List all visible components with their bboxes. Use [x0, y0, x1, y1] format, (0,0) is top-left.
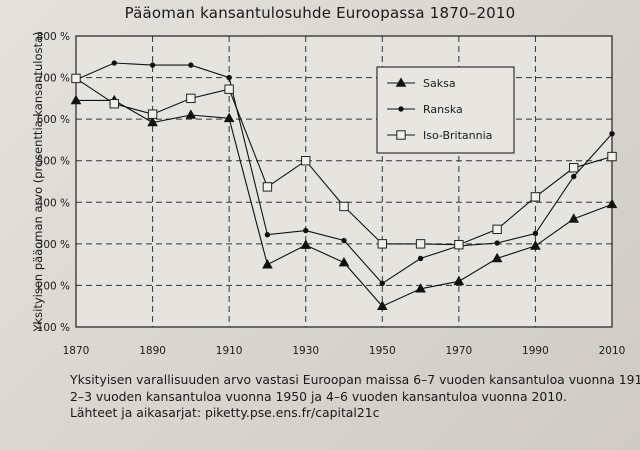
legend-marker: [396, 130, 406, 140]
data-point-ranska: [532, 230, 539, 237]
x-tick-label: 1970: [445, 345, 472, 357]
data-point-ranska: [226, 74, 232, 81]
caption-line: Lähteet ja aikasarjat: piketty.pse.ens.f…: [70, 405, 380, 420]
data-point-saksa: [300, 239, 312, 249]
x-tick-label: 1890: [139, 345, 166, 357]
legend-marker: [395, 77, 407, 87]
caption-line: 2–3 vuoden kansantuloa vuonna 1950 ja 4–…: [70, 388, 567, 404]
figure-caption: Yksityisen varallisuuden arvo vastasi Eu…: [70, 372, 640, 422]
data-point-saksa: [70, 94, 82, 105]
data-point-saksa: [453, 275, 465, 286]
y-tick-label: 300 %: [37, 239, 70, 251]
y-tick-label: 400 %: [37, 197, 70, 209]
data-point-ranska: [609, 130, 615, 137]
data-point-ranska: [341, 237, 347, 244]
data-point-ranska: [149, 62, 156, 68]
data-point-saksa: [262, 259, 273, 269]
legend-label: Iso-Britannia: [423, 129, 492, 142]
data-point-saksa: [147, 116, 158, 127]
data-point-saksa: [185, 109, 197, 119]
data-point-ranska: [379, 280, 385, 287]
data-point-saksa: [568, 213, 580, 223]
plot-frame: [75, 35, 613, 328]
x-tick-label: 1990: [522, 345, 549, 357]
data-point-iso-britannia: [224, 84, 234, 94]
data-point-iso-britannia: [415, 239, 426, 249]
data-point-saksa: [530, 240, 541, 250]
plot-area: [76, 36, 612, 327]
legend-marker: [398, 106, 404, 112]
data-point-saksa: [338, 256, 350, 267]
legend-label: Saksa: [423, 77, 456, 90]
data-point-ranska: [417, 255, 424, 262]
data-point-ranska: [264, 232, 271, 238]
data-point-saksa: [415, 283, 426, 293]
data-point-saksa: [376, 300, 388, 311]
legend-label: Ranska: [423, 103, 463, 116]
data-point-iso-britannia: [301, 156, 311, 166]
data-point-iso-britannia: [339, 201, 349, 212]
data-point-iso-britannia: [262, 182, 273, 192]
x-tick-label: 1910: [216, 345, 243, 357]
data-point-ranska: [111, 60, 117, 66]
data-point-saksa: [491, 252, 503, 263]
data-point-iso-britannia: [377, 239, 387, 249]
data-point-iso-britannia: [454, 239, 464, 250]
data-point-iso-britannia: [147, 109, 158, 119]
y-tick-label: 100 %: [37, 322, 70, 334]
data-point-saksa: [223, 112, 235, 123]
data-point-iso-britannia: [569, 163, 579, 173]
data-point-iso-britannia: [492, 224, 502, 235]
data-point-iso-britannia: [71, 73, 81, 84]
x-tick-label: 2010: [599, 345, 626, 357]
data-point-iso-britannia: [530, 192, 541, 202]
data-point-saksa: [606, 198, 618, 209]
data-point-ranska: [571, 173, 577, 180]
y-tick-label: 600 %: [37, 114, 70, 126]
y-tick-label: 500 %: [37, 156, 70, 168]
data-point-ranska: [303, 227, 309, 234]
chart-title: Pääoman kansantulosuhde Euroopassa 1870–…: [124, 4, 516, 22]
data-point-ranska: [188, 62, 194, 68]
data-point-iso-britannia: [109, 99, 119, 109]
x-tick-label: 1870: [63, 345, 90, 357]
data-point-iso-britannia: [607, 151, 617, 162]
y-tick-label: 700 %: [37, 73, 70, 85]
y-tick-label: 800 %: [37, 31, 70, 43]
x-tick-label: 1950: [369, 345, 396, 357]
y-tick-label: 200 %: [37, 280, 70, 292]
x-tick-label: 1930: [292, 345, 319, 357]
caption-line: Yksityisen varallisuuden arvo vastasi Eu…: [70, 372, 640, 387]
data-point-iso-britannia: [186, 93, 196, 104]
data-point-ranska: [494, 240, 500, 246]
y-axis-label: Yksityisen pääoman arvo (prosenttia kans…: [31, 31, 45, 332]
